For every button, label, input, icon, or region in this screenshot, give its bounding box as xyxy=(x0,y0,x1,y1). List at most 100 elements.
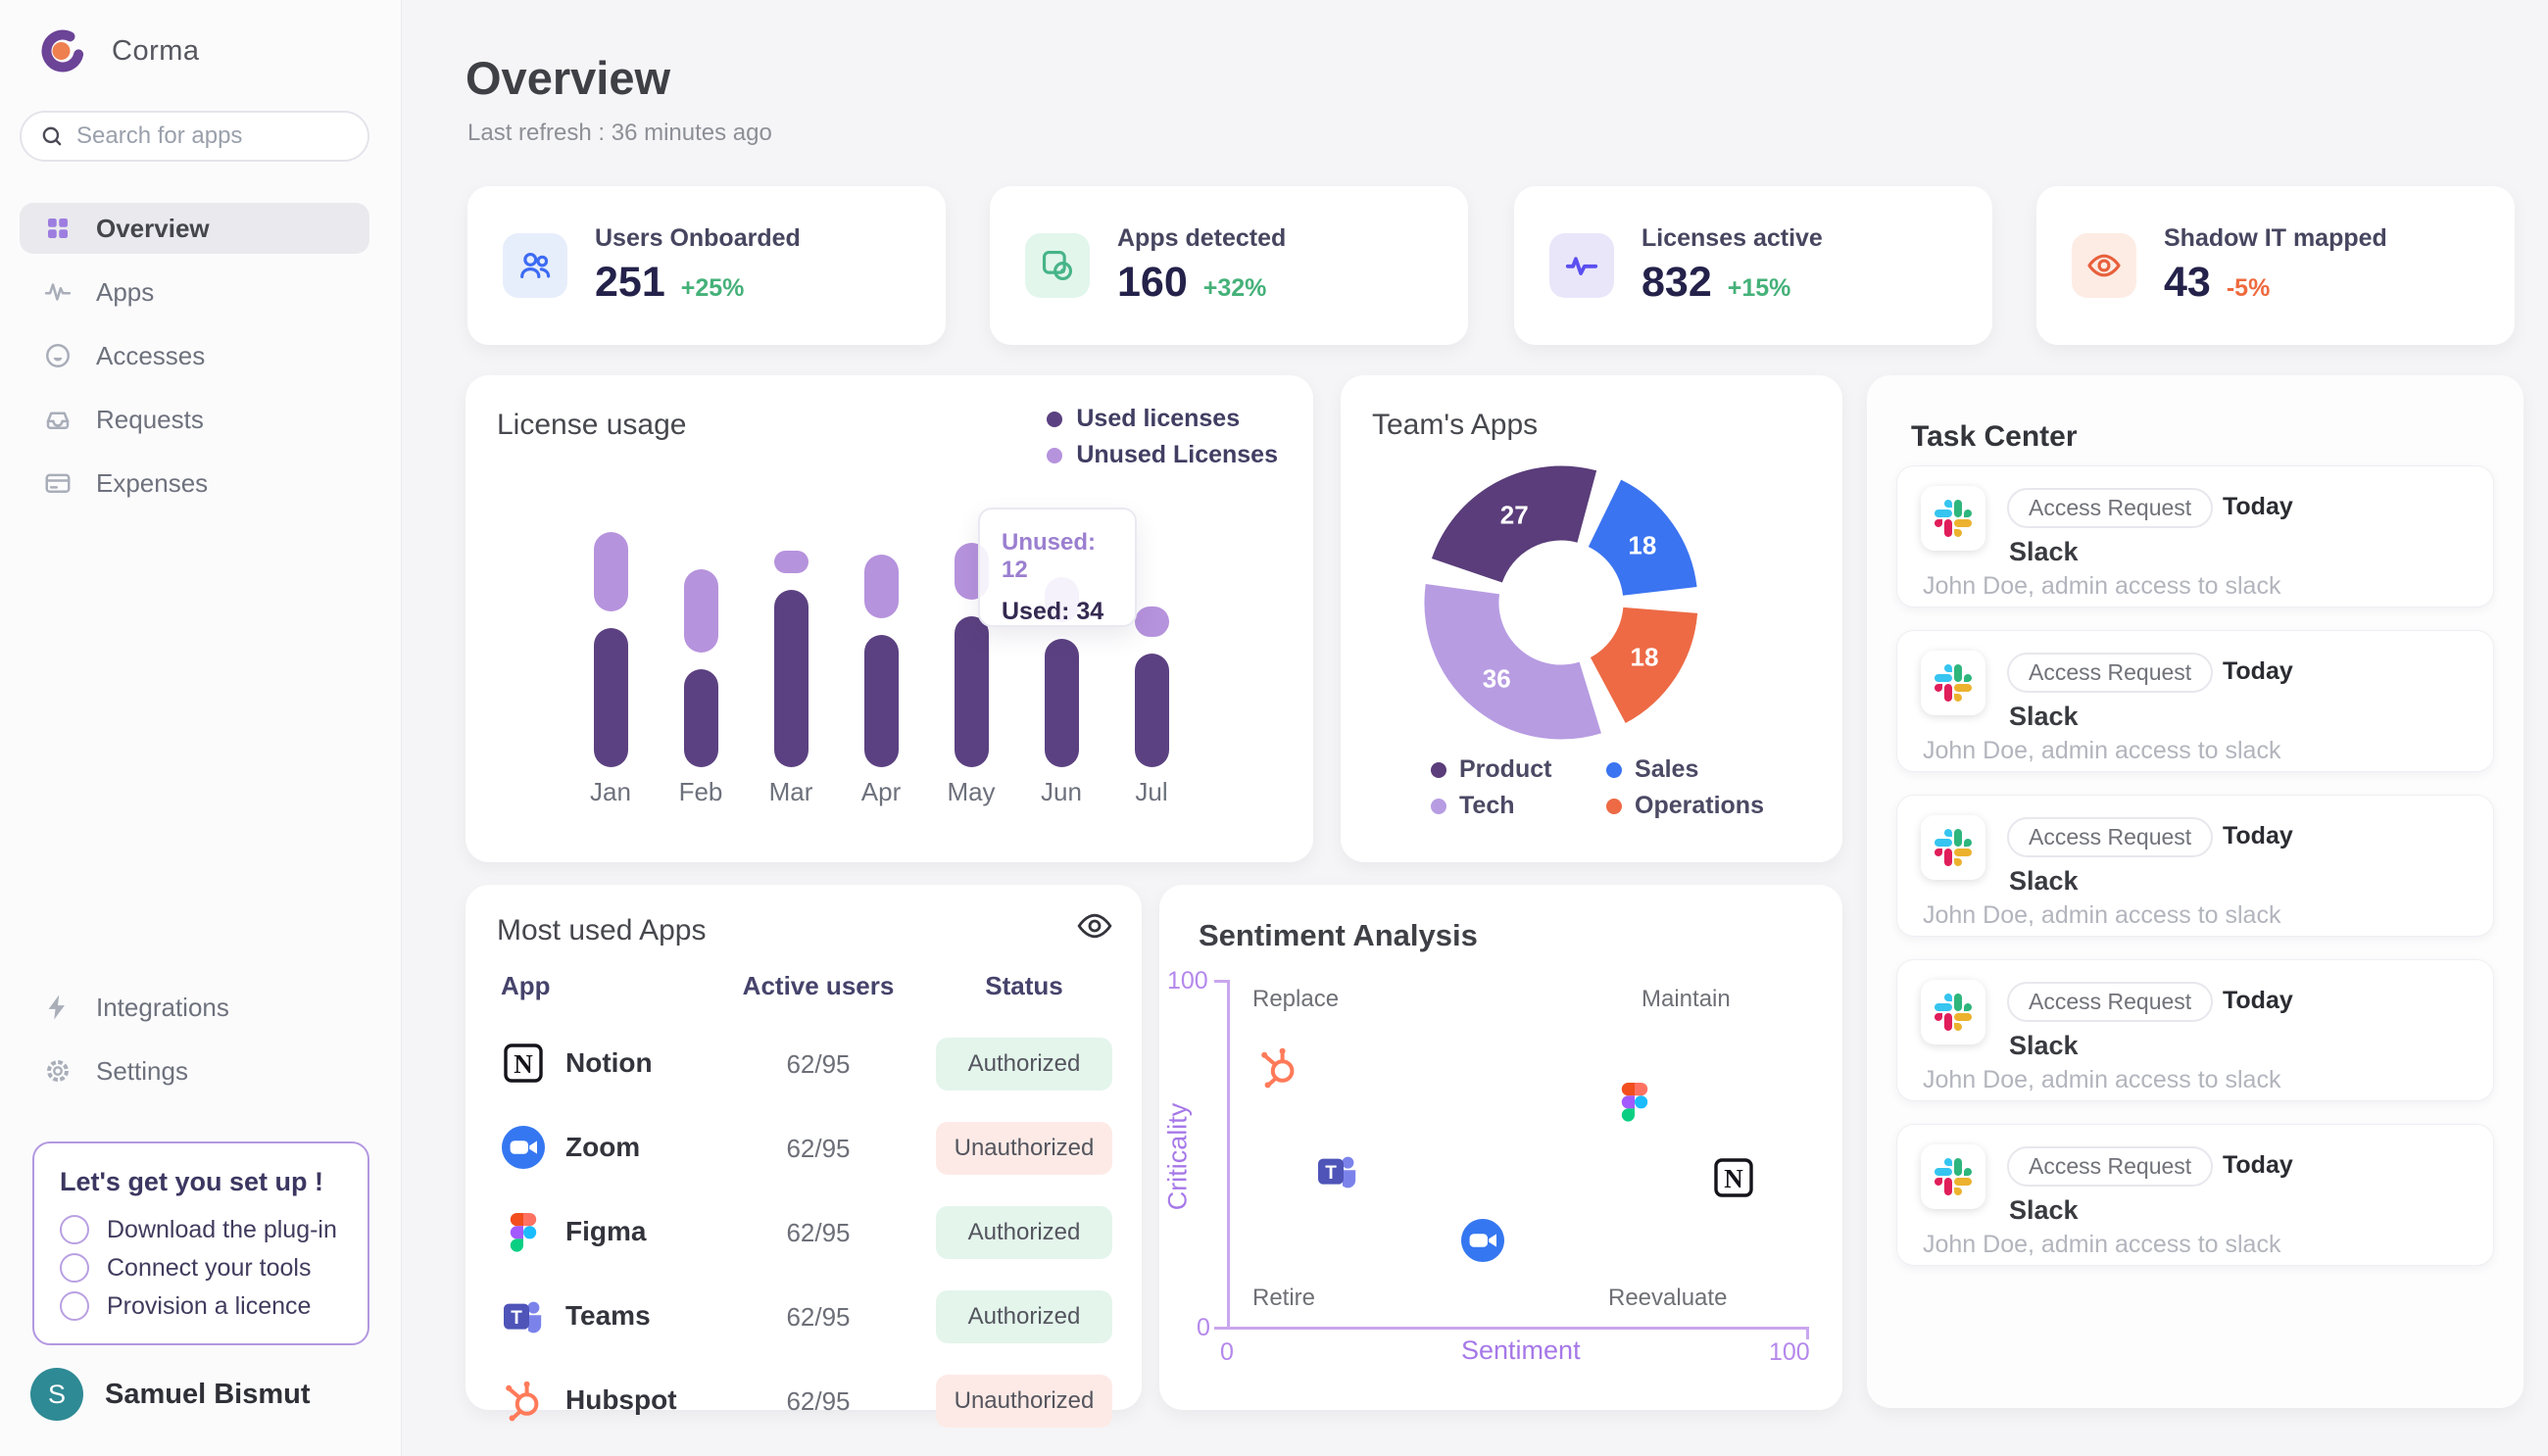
sidebar-secondary-nav: Integrations Settings xyxy=(20,982,369,1109)
table-row-figma[interactable]: Figma 62/95 Authorized xyxy=(466,1190,1142,1275)
task-center-panel: Task Center Access Request Today Slack J… xyxy=(1867,375,2524,1408)
donut-segment-tech[interactable] xyxy=(1424,584,1601,740)
bar-unused-mar[interactable] xyxy=(773,551,808,573)
table-row-notion[interactable]: N Notion 62/95 Authorized xyxy=(466,1022,1142,1106)
scatter-point-teams[interactable]: T xyxy=(1314,1147,1361,1194)
bar-unused-apr[interactable] xyxy=(863,555,899,618)
table-row-zoom[interactable]: Zoom 62/95 Unauthorized xyxy=(466,1106,1142,1190)
request-type-badge: Access Request xyxy=(2007,488,2214,528)
status-badge: Authorized xyxy=(936,1290,1112,1343)
request-date: Today xyxy=(2223,822,2293,849)
search-input[interactable] xyxy=(76,122,350,150)
legend-item-product: Product xyxy=(1431,755,1587,784)
figma-icon xyxy=(500,1208,547,1255)
bar-used-may[interactable] xyxy=(954,616,989,767)
stat-card-licenses-active: Licenses active 832 +15% xyxy=(1514,186,1992,345)
access-request-card[interactable]: Access Request Today Slack John Doe, adm… xyxy=(1896,465,2494,607)
monitor-icon xyxy=(1025,233,1090,298)
sentiment-analysis-panel: Sentiment Analysis 100 0 0 100 Criticali… xyxy=(1159,885,1842,1410)
license-legend: Used licenses Unused Licenses xyxy=(1047,405,1278,477)
donut-segment-sales[interactable] xyxy=(1587,479,1697,598)
legend-label: Product xyxy=(1459,755,1552,783)
last-refresh-text: Last refresh : 36 minutes ago xyxy=(467,120,772,146)
bar-used-jun[interactable] xyxy=(1044,639,1079,767)
gear-icon xyxy=(43,1056,73,1086)
user-profile[interactable]: S Samuel Bismut xyxy=(30,1368,311,1421)
table-row-hubspot[interactable]: Hubspot 62/95 Unauthorized xyxy=(466,1359,1142,1443)
sidebar-item-integrations[interactable]: Integrations xyxy=(20,982,369,1033)
access-request-card[interactable]: Access Request Today Slack John Doe, adm… xyxy=(1896,1124,2494,1266)
app-name: Figma xyxy=(565,1216,647,1246)
stat-delta: +32% xyxy=(1202,274,1267,302)
stat-value: 160 xyxy=(1117,259,1188,306)
bar-unused-jul[interactable] xyxy=(1134,607,1169,637)
sidebar-item-apps[interactable]: Apps xyxy=(20,267,369,317)
zoom-icon xyxy=(500,1124,547,1171)
scatter-point-zoom[interactable] xyxy=(1459,1217,1506,1264)
chart-tooltip: Unused: 12 Used: 34 xyxy=(978,508,1137,627)
step-checkbox[interactable] xyxy=(60,1215,89,1244)
setup-step-2[interactable]: Connect your tools xyxy=(60,1253,342,1283)
request-description: John Doe, admin access to slack xyxy=(1923,572,2281,600)
request-app-name: Slack xyxy=(2009,702,2079,731)
active-users-value: 62/95 xyxy=(786,1134,851,1163)
bar-unused-feb[interactable] xyxy=(683,569,718,653)
sidebar-item-overview[interactable]: Overview xyxy=(20,203,369,254)
access-request-card[interactable]: Access Request Today Slack John Doe, adm… xyxy=(1896,959,2494,1101)
x-tick-jan: Jan xyxy=(590,777,631,806)
step-checkbox[interactable] xyxy=(60,1291,89,1321)
visibility-eye-icon[interactable] xyxy=(1075,906,1114,946)
sidebar-item-settings[interactable]: Settings xyxy=(20,1045,369,1096)
legend-label: Used licenses xyxy=(1076,405,1241,432)
request-description: John Doe, admin access to slack xyxy=(1923,1066,2281,1093)
quadrant-retire: Retire xyxy=(1252,1285,1316,1311)
y-tick-0: 0 xyxy=(1197,1314,1210,1341)
access-request-card[interactable]: Access Request Today Slack John Doe, adm… xyxy=(1896,630,2494,772)
quadrant-reevaluate: Reevaluate xyxy=(1608,1285,1728,1311)
step-checkbox[interactable] xyxy=(60,1253,89,1283)
step-label: Connect your tools xyxy=(107,1253,312,1282)
bar-used-apr[interactable] xyxy=(863,635,899,767)
sidebar-item-label: Overview xyxy=(96,213,210,243)
legend-item-sales: Sales xyxy=(1606,755,1764,784)
bar-used-jul[interactable] xyxy=(1134,654,1169,767)
sidebar-item-label: Apps xyxy=(96,276,155,307)
bar-used-mar[interactable] xyxy=(773,590,808,767)
setup-step-3[interactable]: Provision a licence xyxy=(60,1291,342,1321)
access-request-card[interactable]: Access Request Today Slack John Doe, adm… xyxy=(1896,795,2494,937)
x-tick-100: 100 xyxy=(1769,1338,1810,1366)
donut-value-label: 18 xyxy=(1628,530,1656,559)
scatter-point-figma[interactable] xyxy=(1611,1078,1658,1125)
page-title: Overview xyxy=(466,52,671,104)
sidebar-item-expenses[interactable]: Expenses xyxy=(20,458,369,509)
scatter-point-hubspot[interactable] xyxy=(1255,1043,1302,1091)
search-icon xyxy=(42,126,62,146)
legend-dot xyxy=(1431,761,1446,778)
setup-card: Let's get you set up ! Download the plug… xyxy=(32,1141,369,1345)
table-row-teams[interactable]: T Teams 62/95 Authorized xyxy=(466,1275,1142,1359)
bar-used-feb[interactable] xyxy=(683,669,718,767)
donut-segment-product[interactable] xyxy=(1431,465,1597,584)
active-users-value: 62/95 xyxy=(786,1302,851,1332)
donut-value-label: 18 xyxy=(1630,643,1658,672)
sidebar-item-accesses[interactable]: Accesses xyxy=(20,330,369,381)
search-box[interactable] xyxy=(20,111,369,162)
scatter-point-notion[interactable]: N xyxy=(1710,1154,1757,1201)
sidebar-item-requests[interactable]: Requests xyxy=(20,394,369,445)
notion-icon: N xyxy=(500,1040,547,1087)
sidebar-item-label: Settings xyxy=(96,1055,188,1086)
slack-icon xyxy=(1921,651,1985,715)
setup-step-1[interactable]: Download the plug-in xyxy=(60,1215,342,1244)
y-tick-100: 100 xyxy=(1167,967,1208,995)
logo: Corma xyxy=(39,27,200,74)
quadrant-replace: Replace xyxy=(1252,986,1340,1012)
svg-text:N: N xyxy=(1724,1164,1743,1193)
bar-used-jan[interactable] xyxy=(593,628,628,767)
donut-value-label: 36 xyxy=(1483,663,1511,693)
x-axis-label: Sentiment xyxy=(1461,1335,1581,1365)
legend-label: Operations xyxy=(1635,792,1764,819)
stat-card-apps-detected: Apps detected 160 +32% xyxy=(990,186,1468,345)
bar-unused-jan[interactable] xyxy=(593,532,628,611)
app-name: Hubspot xyxy=(565,1384,677,1415)
donut-segment-operations[interactable] xyxy=(1589,606,1698,724)
